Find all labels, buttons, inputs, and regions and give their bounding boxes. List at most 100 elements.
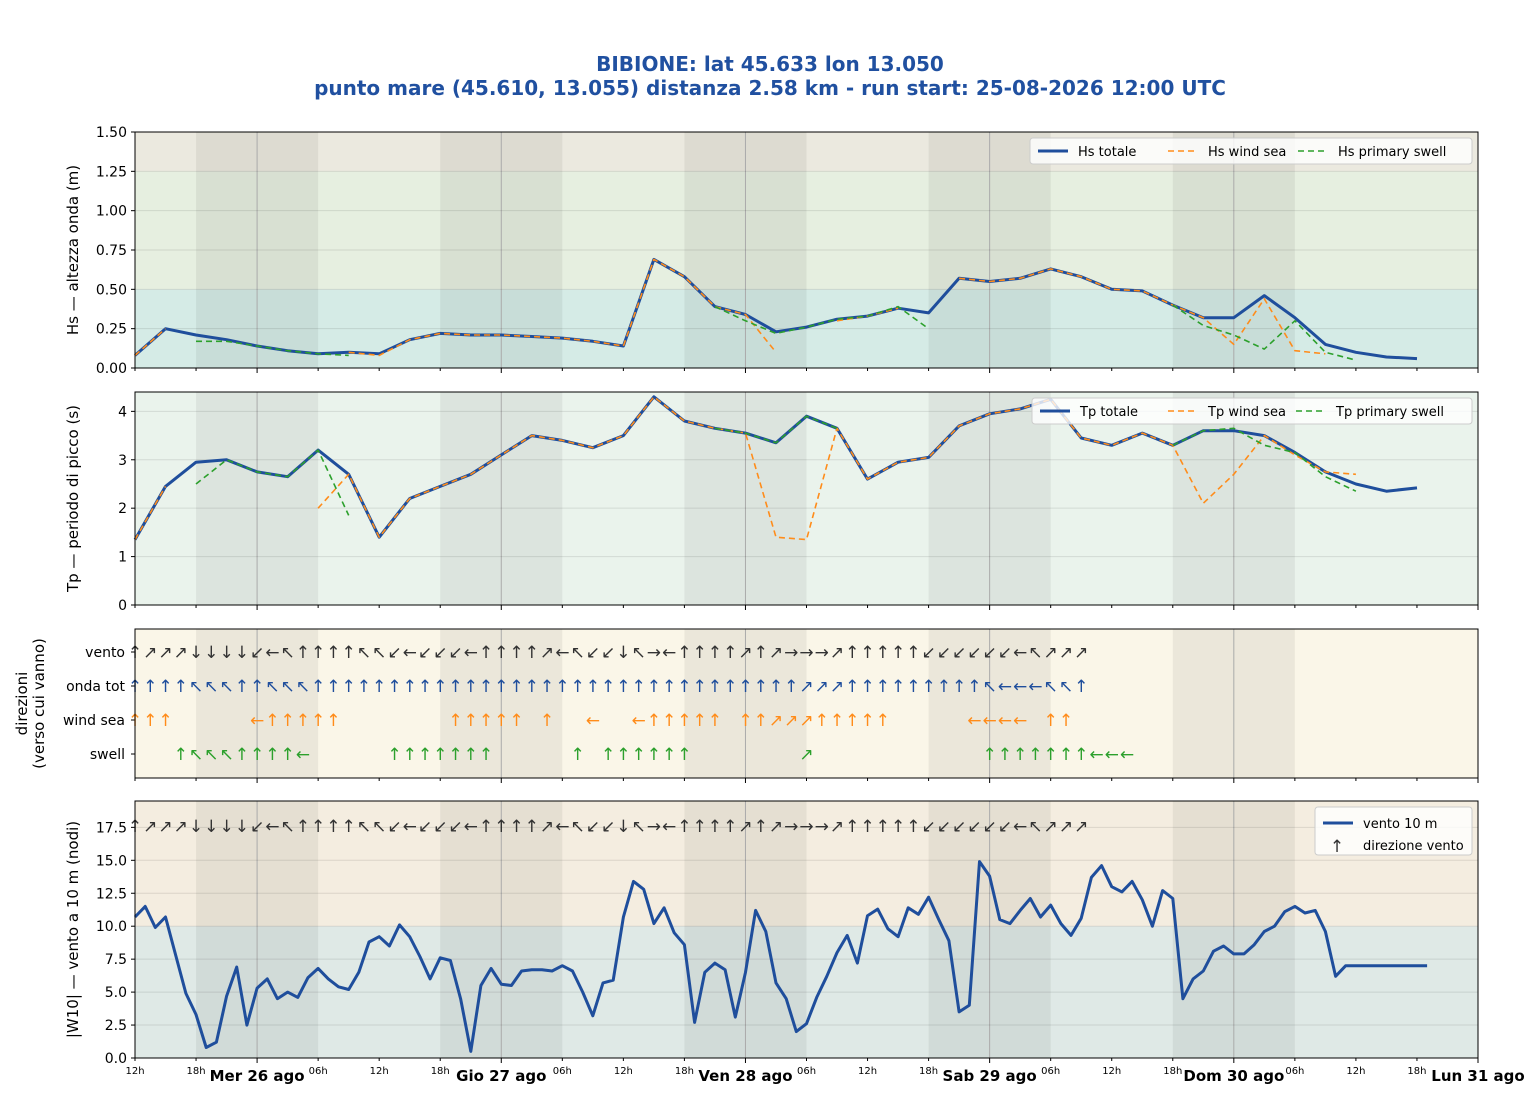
direction-arrow: ↑ [158,677,172,697]
x-hour-label: 12h [370,1066,389,1077]
wind-direction-arrow: ↙ [448,817,462,837]
direction-row-label: swell [90,747,125,763]
wind-direction-arrow: ↑ [311,817,325,837]
direction-arrow: ↑ [769,677,783,697]
direction-arrow: ↖ [280,643,294,663]
x-hour-label: 12h [1346,1066,1365,1077]
direction-arrow: ↑ [479,711,493,731]
direction-arrow: ↑ [265,745,279,765]
direction-arrow: ↓ [616,643,630,663]
wind-direction-arrow: ↗ [1074,817,1088,837]
direction-arrow: ↑ [601,677,615,697]
direction-background [135,629,1478,778]
wind-direction-arrow: ← [662,817,676,837]
wind-direction-arrow: ↙ [601,817,615,837]
direction-arrow: ← [464,643,478,663]
direction-panel: vento ↑ ↗ ↗ ↗ ↓ ↓ ↓ ↓ ↙ ← ↖ ↑ ↑ ↑ ↑ ↖ ↖ ↙ ← ↙ ↙ ↙ ← ↑ ↑ ↑ ↑ ↗ ← ↖ ↙ ↙ ↓ ↖ →… [13,628,1479,779]
wind-direction-arrow: ↑ [876,817,890,837]
direction-arrow: ↑ [464,677,478,697]
y-axis-label: direzioni(verso cui vanno) [13,638,48,769]
time-axis: 12h 18h 06h 12h 18h 06h 12h 18h 06h 12h 18h 06h 12h 1… [125,368,1525,1085]
direction-arrow: ← [1013,643,1027,663]
direction-arrow: ↖ [357,643,371,663]
y-axis-label: Tp — periodo di picco (s) [64,405,82,593]
direction-arrow: ↑ [296,711,310,731]
direction-arrow: ↙ [601,643,615,663]
direction-arrow: ↑ [754,711,768,731]
direction-arrow: → [647,643,661,663]
direction-arrow: ↑ [326,711,340,731]
direction-arrow: ↑ [677,677,691,697]
y-axis-label-line: Tp — periodo di picco (s) [64,405,82,593]
direction-arrow: ↖ [265,677,279,697]
direction-arrow: ↑ [433,677,447,697]
direction-arrow: ↑ [632,745,646,765]
direction-arrow: ↑ [448,745,462,765]
direction-arrow: ↗ [815,677,829,697]
direction-arrow: ↑ [280,745,294,765]
wind-band-high [135,801,1478,927]
direction-arrow: ↙ [418,643,432,663]
direction-arrow: ↙ [983,643,997,663]
y-tick-label: 1 [118,550,127,566]
direction-row-label: onda tot [66,679,125,695]
direction-arrow: ↑ [906,643,920,663]
direction-arrow: ↖ [1028,643,1042,663]
wind-direction-arrow: → [799,817,813,837]
chart-title-line2: punto mare (45.610, 13.055) distanza 2.5… [314,76,1226,100]
direction-arrow: ↖ [296,677,310,697]
direction-arrow: ↑ [738,677,752,697]
y-axis-label-line: (verso cui vanno) [30,638,48,769]
wind-direction-arrow: ↖ [1028,817,1042,837]
direction-arrow: ↑ [815,711,829,731]
y-tick-label: 12.5 [96,886,127,902]
direction-arrow: ↑ [235,745,249,765]
wind-direction-arrow: ← [464,817,478,837]
direction-arrow: ↑ [616,745,630,765]
direction-arrow: ↑ [845,677,859,697]
direction-arrow: ↗ [784,711,798,731]
direction-arrow: ↑ [708,711,722,731]
wind-direction-arrow: → [815,817,829,837]
direction-arrow: ← [586,711,600,731]
direction-arrow: ↑ [845,711,859,731]
direction-arrow: ↙ [921,643,935,663]
direction-arrow: ↑ [693,677,707,697]
wind-direction-arrow: ↗ [1059,817,1073,837]
direction-arrow: ↑ [860,711,874,731]
y-axis-label-line: |W10| — vento a 10 m (nodi) [64,821,82,1038]
direction-arrow: ↖ [219,745,233,765]
direction-arrow: ↑ [784,677,798,697]
direction-arrow: ↗ [799,711,813,731]
direction-arrow: ↑ [662,745,676,765]
direction-arrow: ↑ [555,677,569,697]
direction-arrow: ↖ [280,677,294,697]
y-axis-label: Hs — altezza onda (m) [64,165,82,335]
wind-direction-arrow: ↓ [235,817,249,837]
wind-direction-arrow: ↖ [357,817,371,837]
direction-arrow: ↑ [433,745,447,765]
y-tick-label: 15.0 [96,853,127,869]
y-tick-label: 2.5 [105,1018,127,1034]
direction-arrow: ↙ [952,643,966,663]
direction-arrow: ↑ [357,677,371,697]
wind-direction-arrow: → [784,817,798,837]
x-day-label: Dom 30 ago [1183,1067,1284,1085]
direction-arrow: ↑ [662,711,676,731]
legend-entry: Hs primary swell [1338,145,1446,160]
wind-direction-arrow: ↙ [952,817,966,837]
direction-arrow: ↑ [876,643,890,663]
x-day-label: Mer 26 ago [210,1067,305,1085]
y-tick-label: 1.50 [96,125,127,141]
direction-arrow: ↑ [403,745,417,765]
tp-primary-swell-line [195,415,1357,516]
direction-arrow: ↑ [494,711,508,731]
direction-arrow: ↖ [1059,677,1073,697]
legend-entry: Tp primary swell [1335,405,1444,420]
wind-panel: 0.0 2.5 5.0 7.5 10.0 12.5 15.0 17.5 |W10| — vent… [64,800,1479,1067]
wind-direction-arrow: ← [265,817,279,837]
y-axis-label: |W10| — vento a 10 m (nodi) [64,821,82,1038]
direction-arrow: ↙ [448,643,462,663]
direction-arrow: → [815,643,829,663]
direction-arrow: ↑ [586,677,600,697]
